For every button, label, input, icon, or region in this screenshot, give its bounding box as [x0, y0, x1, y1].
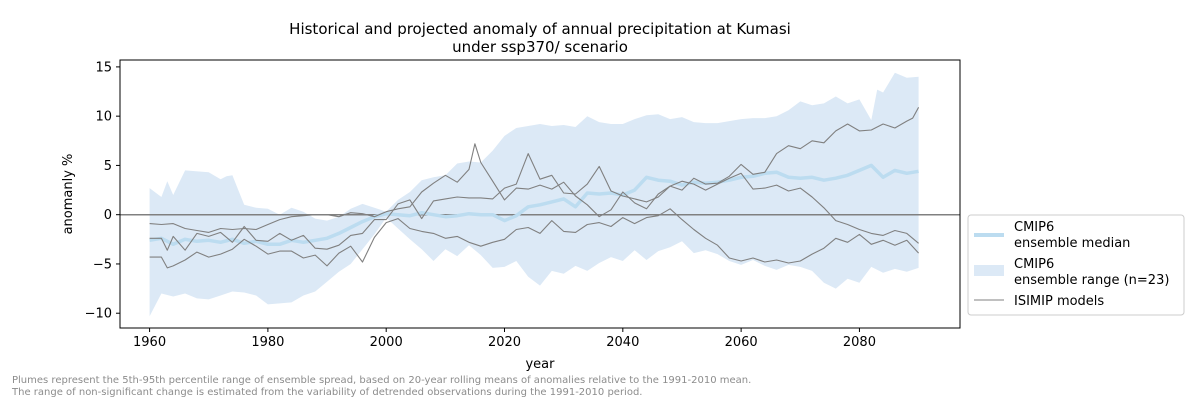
x-tick-label: 2060: [725, 335, 758, 350]
y-tick-label: 0: [104, 208, 112, 223]
y-tick-label: 5: [104, 159, 112, 174]
plot-frame: [119, 59, 961, 329]
footnote-line-2: The range of non-significant change is e…: [12, 387, 643, 398]
legend-range-label-2: ensemble range (n=23): [1014, 273, 1169, 288]
legend-range-swatch: [974, 265, 1004, 276]
footnote-line-1: Plumes represent the 5th-95th percentile…: [12, 375, 752, 386]
x-tick-label: 2040: [606, 335, 639, 350]
y-tick-label: −10: [85, 307, 112, 322]
legend-median-label-2: ensemble median: [1014, 236, 1130, 251]
legend-frame: [967, 214, 1185, 316]
plot-area: [120, 72, 960, 317]
y-axis-label: anomanly %: [61, 154, 76, 235]
y-tick-label: 10: [95, 110, 112, 125]
axis-ticks: 1960 1980 2000 2020 2040 2060 2080 −10 −5 0 5 10 15: [85, 60, 876, 350]
x-tick-label: 1980: [251, 335, 284, 350]
ensemble-range-band: [149, 72, 919, 317]
y-tick-label: 15: [95, 60, 112, 75]
x-tick-label: 2020: [488, 335, 521, 350]
chart-title-line1: Historical and projected anomaly of annu…: [289, 20, 791, 38]
x-tick-label: 2080: [843, 335, 876, 350]
chart-title-line2: under ssp370/ scenario: [452, 38, 628, 56]
isimip-model-line-2: [149, 153, 919, 251]
legend-isimip-label: ISIMIP models: [1014, 294, 1104, 309]
isimip-model-line-3: [149, 208, 920, 269]
x-axis-label: year: [525, 357, 555, 372]
precipitation-anomaly-chart: Historical and projected anomaly of annu…: [61, 20, 1185, 372]
isimip-model-line-1: [149, 107, 920, 233]
x-tick-label: 2000: [370, 335, 403, 350]
y-tick-label: −5: [93, 257, 112, 272]
legend-median-label-1: CMIP6: [1014, 220, 1054, 235]
x-tick-label: 1960: [133, 335, 166, 350]
ensemble-median-line: [149, 163, 919, 247]
legend: CMIP6 ensemble median CMIP6 ensemble ran…: [967, 214, 1185, 316]
legend-range-label-1: CMIP6: [1014, 257, 1054, 272]
